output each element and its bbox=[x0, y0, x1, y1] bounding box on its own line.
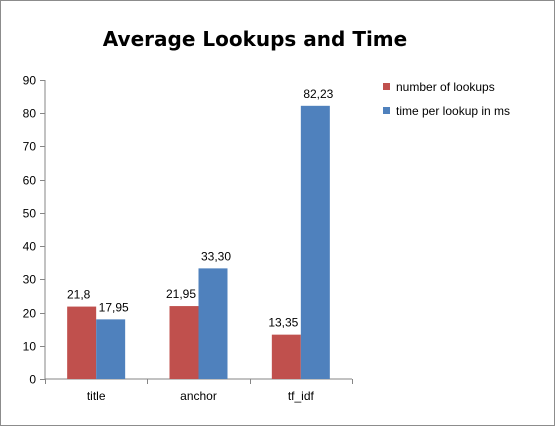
x-tick-label: anchor bbox=[180, 389, 217, 403]
y-tick-label: 40 bbox=[23, 240, 37, 254]
legend-swatch bbox=[383, 83, 390, 90]
y-tick-label: 70 bbox=[23, 140, 37, 154]
x-tick-label: title bbox=[87, 389, 106, 403]
legend-swatch bbox=[383, 107, 390, 114]
y-tick-label: 20 bbox=[23, 307, 37, 321]
y-tick-label: 90 bbox=[23, 74, 37, 88]
bar-tf_idf-lookups bbox=[271, 334, 301, 379]
legend-entry-label: time per lookup in ms bbox=[396, 104, 510, 118]
bar-title-lookups bbox=[67, 306, 97, 379]
data-label: 21,95 bbox=[166, 287, 196, 301]
y-tick-label: 60 bbox=[23, 174, 37, 188]
y-tick-label: 30 bbox=[23, 273, 37, 287]
data-label: 82,23 bbox=[303, 87, 333, 101]
y-tick-label: 0 bbox=[29, 373, 36, 387]
chart-title: Average Lookups and Time bbox=[103, 27, 407, 51]
bar-tf_idf-time bbox=[300, 105, 330, 380]
data-label: 17,95 bbox=[99, 300, 129, 314]
y-tick-label: 10 bbox=[23, 340, 37, 354]
data-label: 13,35 bbox=[268, 316, 298, 330]
y-tick-label: 80 bbox=[23, 107, 37, 121]
legend: number of lookups time per lookup in ms bbox=[383, 80, 510, 118]
bar-anchor-time bbox=[198, 268, 228, 379]
data-label: 33,30 bbox=[201, 249, 231, 263]
y-tick-label: 50 bbox=[23, 207, 37, 221]
legend-entry-label: number of lookups bbox=[396, 80, 495, 94]
data-label: 21,8 bbox=[67, 288, 91, 302]
bar-anchor-lookups bbox=[169, 306, 199, 379]
bar-title-time bbox=[96, 319, 126, 379]
x-tick-label: tf_idf bbox=[288, 389, 315, 403]
plot-area: 0 10 20 30 40 50 60 70 80 90 21,8 17,95 title 21,95 33… bbox=[23, 74, 353, 403]
